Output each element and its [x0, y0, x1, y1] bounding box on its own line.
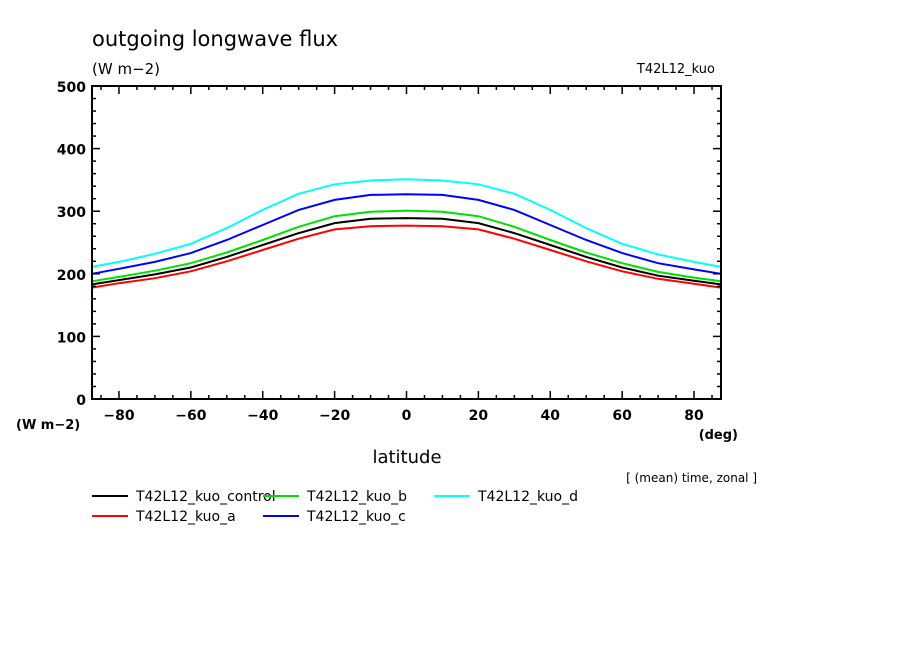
y-tick-label: 300: [57, 205, 86, 221]
experiment-label: T42L12_kuo: [636, 62, 715, 77]
legend-item-t42l12-kuo-c: T42L12_kuo_c: [263, 509, 406, 525]
legend-label: T42L12_kuo_c: [306, 509, 406, 525]
legend-item-t42l12-kuo-d: T42L12_kuo_d: [434, 489, 578, 505]
averaging-note: [ (mean) time, zonal ]: [626, 471, 757, 485]
series-line-t42l12-kuo-d: [91, 178, 722, 268]
tick-labels: −80 −60 −40 −20 0 20 40 60 80 0 100 200 300 400 500: [57, 80, 704, 424]
series-line-t42l12-kuo-a: [91, 224, 722, 289]
x-tick-label: 60: [612, 408, 632, 424]
x-tick-label: 0: [402, 408, 412, 424]
chart-title: outgoing longwave flux: [92, 27, 338, 51]
x-tick-label: −60: [175, 408, 206, 424]
y-tick-label: 200: [57, 268, 86, 284]
x-tick-label: 40: [541, 408, 561, 424]
legend-label: T42L12_kuo_d: [477, 489, 578, 505]
y-tick-label: 100: [57, 330, 86, 346]
x-axis-label: latitude: [372, 447, 441, 468]
legend-item-t42l12-kuo-control: T42L12_kuo_control: [92, 489, 276, 505]
legend: T42L12_kuo_control T42L12_kuo_b T42L12_kuo…: [92, 489, 578, 525]
y-tick-label: 400: [57, 143, 86, 159]
plot-frame: [91, 85, 722, 400]
legend-item-t42l12-kuo-a: T42L12_kuo_a: [92, 509, 236, 525]
units-label: (W m−2): [92, 60, 160, 78]
x-tick-label: 80: [684, 408, 704, 424]
x-tick-label: −20: [319, 408, 350, 424]
legend-item-t42l12-kuo-b: T42L12_kuo_b: [263, 489, 407, 505]
y-tick-label: 500: [57, 80, 86, 96]
x-tick-label: 20: [469, 408, 489, 424]
legend-label: T42L12_kuo_b: [306, 489, 407, 505]
y-unit-label: (W m−2): [16, 418, 80, 433]
series-group: [91, 178, 722, 289]
y-tick-label: 0: [76, 393, 86, 409]
x-tick-label: −80: [103, 408, 134, 424]
x-tick-label: −40: [247, 408, 278, 424]
series-line-t42l12-kuo-c: [91, 193, 722, 275]
series-line-t42l12-kuo-control: [91, 217, 722, 286]
legend-label: T42L12_kuo_a: [135, 509, 236, 525]
legend-label: T42L12_kuo_control: [135, 489, 276, 505]
x-unit-label: (deg): [699, 428, 738, 443]
series-line-t42l12-kuo-b: [91, 209, 722, 283]
ticks: [92, 85, 721, 400]
